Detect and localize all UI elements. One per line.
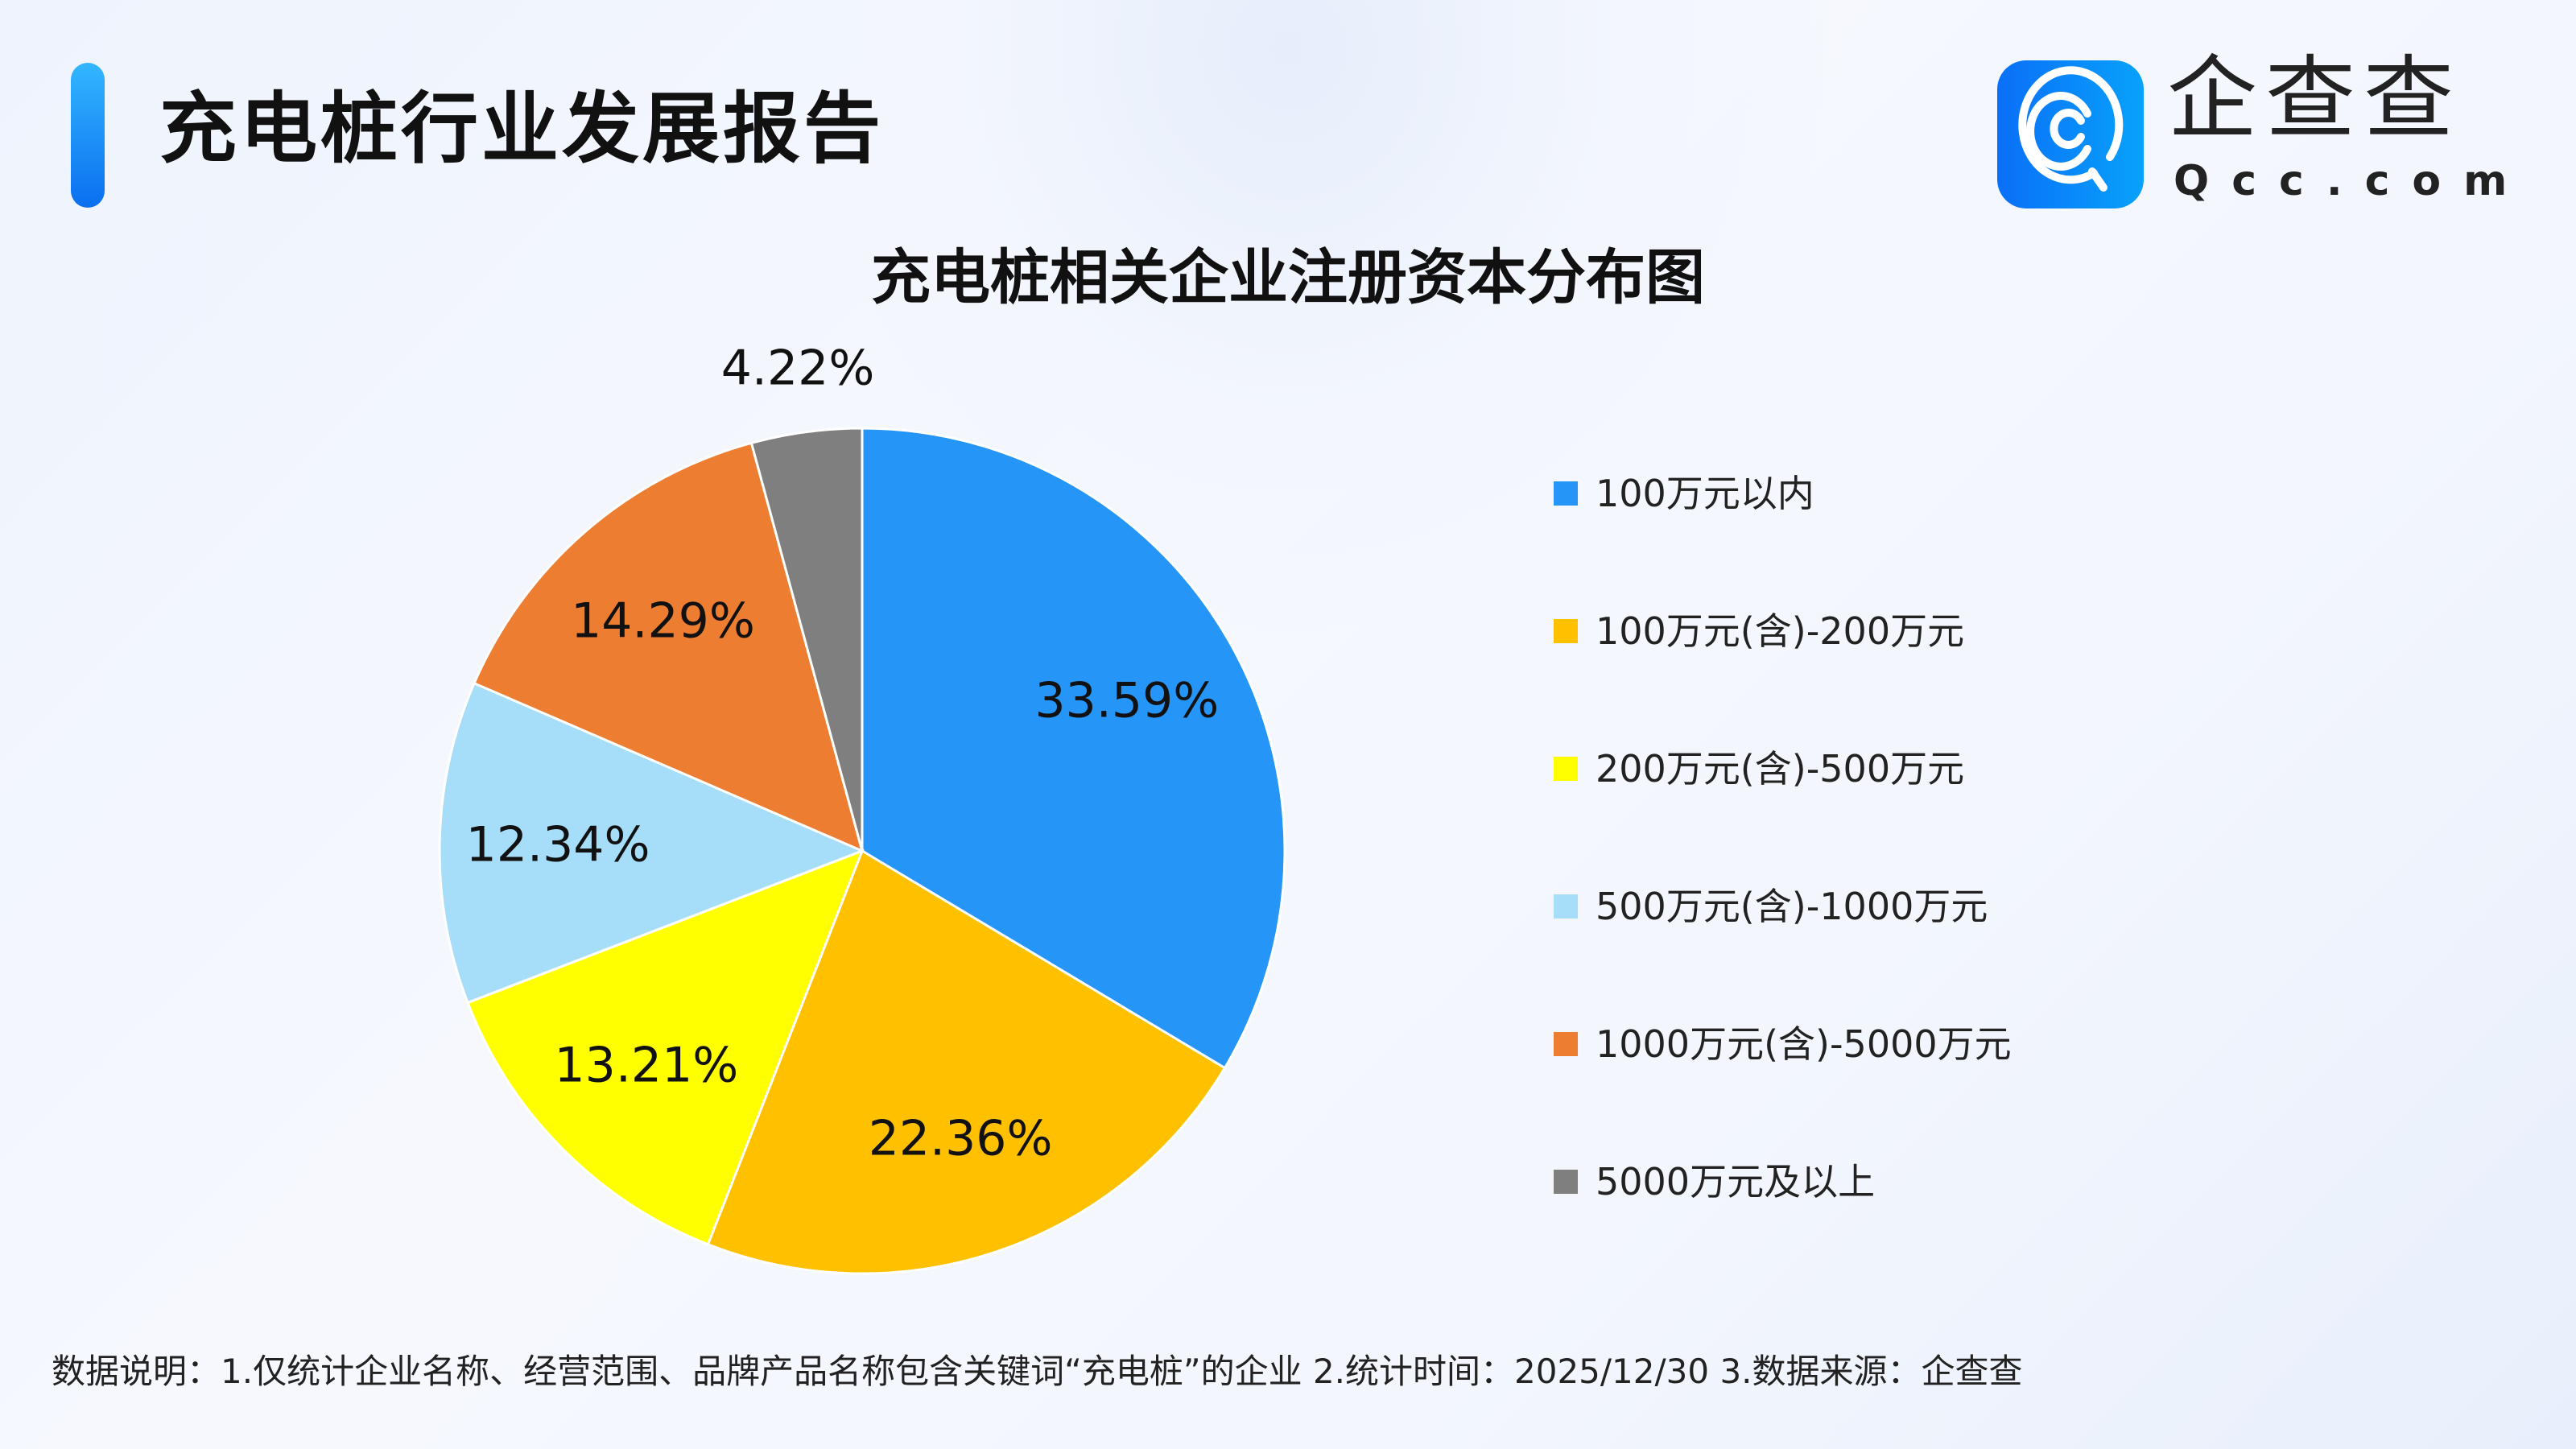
legend-item: 100万元(含)-200万元	[1554, 609, 1964, 654]
data-label: 4.22%	[721, 340, 875, 396]
legend-item: 200万元(含)-500万元	[1554, 746, 1964, 791]
pie-slice	[438, 681, 865, 1005]
data-label: 33.59%	[1034, 673, 1219, 729]
title-accent-bar	[71, 63, 105, 208]
page-title: 充电桩行业发展报告	[159, 84, 884, 174]
qcc-logo-icon	[1997, 60, 2144, 208]
legend-label: 5000万元及以上	[1596, 1160, 1876, 1203]
legend-item: 100万元以内	[1554, 471, 1814, 516]
legend-swatch	[1554, 894, 1578, 919]
pie-slice	[706, 848, 1227, 1275]
data-label: 14.29%	[571, 592, 755, 649]
legend-label: 100万元(含)-200万元	[1596, 609, 1965, 653]
legend-label: 100万元以内	[1596, 472, 1814, 515]
pie-slice	[749, 427, 864, 852]
pie-slice	[466, 848, 865, 1246]
data-label: 22.36%	[869, 1111, 1053, 1167]
legend-swatch	[1554, 481, 1578, 506]
pie-slice	[473, 441, 865, 853]
logo-text: 企查查	[2167, 47, 2462, 151]
legend-label: 500万元(含)-1000万元	[1596, 885, 1988, 928]
legend-label: 200万元(含)-500万元	[1596, 747, 1965, 791]
logo-url: Qcc.com	[2174, 157, 2530, 205]
legend-swatch	[1554, 757, 1578, 781]
data-label: 12.34%	[466, 816, 650, 873]
legend-item: 1000万元(含)-5000万元	[1554, 1022, 2012, 1067]
legend-item: 500万元(含)-1000万元	[1554, 884, 1988, 929]
legend-label: 1000万元(含)-5000万元	[1596, 1022, 2012, 1066]
legend-swatch	[1554, 619, 1578, 643]
legend-swatch	[1554, 1170, 1578, 1194]
data-label: 13.21%	[555, 1037, 739, 1093]
legend-swatch	[1554, 1032, 1578, 1056]
chart-title: 充电桩相关企业注册资本分布图	[871, 243, 1705, 312]
footer-note: 数据说明：1.仅统计企业名称、经营范围、品牌产品名称包含关键词“充电桩”的企业 …	[52, 1352, 2023, 1391]
legend-item: 5000万元及以上	[1554, 1159, 1875, 1204]
pie-slice	[861, 427, 1286, 1070]
